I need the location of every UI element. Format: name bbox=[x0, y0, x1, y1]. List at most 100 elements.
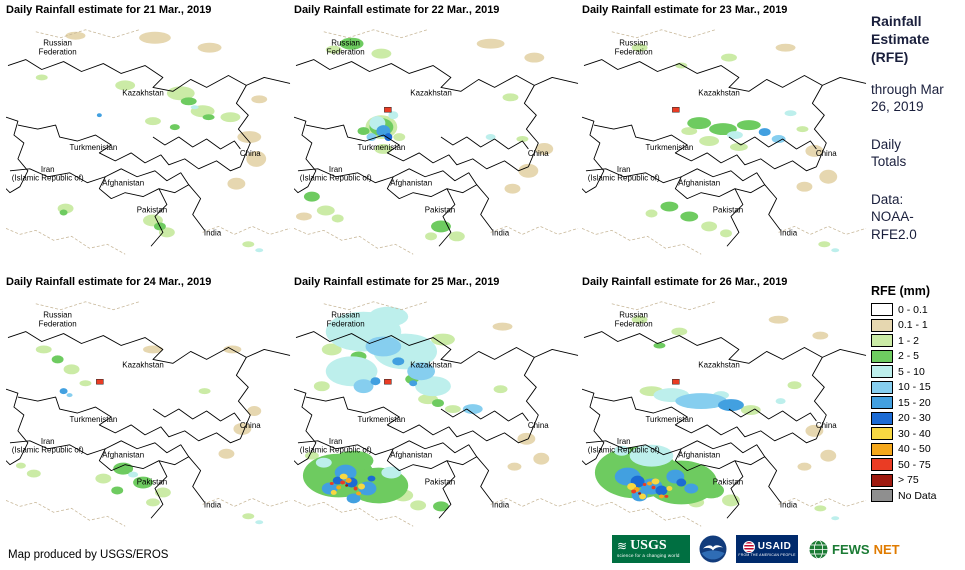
legend-item: 2 - 5 bbox=[871, 349, 937, 363]
legend-label: 15 - 20 bbox=[898, 396, 931, 409]
usaid-emblem-icon bbox=[742, 540, 755, 553]
country-borders bbox=[581, 59, 867, 247]
map-title: Daily Rainfall estimate for 25 Mar., 201… bbox=[294, 276, 500, 288]
country-label: Kazakhstan bbox=[122, 360, 163, 369]
country-borders bbox=[293, 331, 579, 519]
country-label: Turkmenistan bbox=[645, 143, 693, 152]
country-label: Pakistan bbox=[137, 478, 167, 487]
coastlines bbox=[5, 29, 291, 255]
country-label: India bbox=[204, 228, 222, 237]
usgs-logo-icon: ≋ USGS science for a changing world bbox=[612, 535, 690, 563]
country-label: (Islamic Republic of) bbox=[300, 174, 372, 183]
legend-swatch bbox=[871, 318, 893, 332]
country-label: Iran bbox=[329, 165, 343, 174]
country-label: Afghanistan bbox=[678, 179, 720, 188]
country-label: Turkmenistan bbox=[645, 415, 693, 424]
map-canvas: Russian Federation Kazakhstan Turkmenistan I… bbox=[293, 19, 580, 265]
rainfall-raster bbox=[295, 37, 554, 242]
legend-label: 0 - 0.1 bbox=[898, 303, 928, 316]
station-marker bbox=[384, 378, 392, 385]
country-label: Afghanistan bbox=[678, 451, 720, 460]
country-label: India bbox=[204, 500, 222, 509]
map-panel: Daily Rainfall estimate for 24 Mar., 201… bbox=[5, 276, 292, 537]
country-label: China bbox=[240, 149, 261, 158]
legend-swatch bbox=[871, 380, 893, 394]
fews-net-logo-text: NET bbox=[873, 541, 900, 557]
country-label: Pakistan bbox=[137, 206, 167, 215]
station-marker bbox=[384, 106, 392, 113]
map-title: Daily Rainfall estimate for 21 Mar., 201… bbox=[6, 4, 212, 16]
country-label: Pakistan bbox=[425, 478, 455, 487]
usaid-tagline: FROM THE AMERICAN PEOPLE bbox=[738, 552, 796, 557]
country-label: China bbox=[816, 149, 837, 158]
legend-item: 1 - 2 bbox=[871, 334, 937, 347]
legend-label: > 75 bbox=[898, 474, 919, 486]
legend-label: 40 - 50 bbox=[898, 443, 931, 455]
sidebar-through-date: through Mar 26, 2019 bbox=[871, 81, 944, 115]
coastlines bbox=[5, 301, 291, 527]
sidebar-heading: Rainfall Estimate (RFE) bbox=[871, 13, 930, 66]
logo-strip: ≋ USGS science for a changing world USAI… bbox=[612, 535, 902, 563]
rainfall-raster bbox=[594, 315, 840, 521]
country-label: Russian bbox=[331, 311, 360, 320]
info-sidebar: Rainfall Estimate (RFE) through Mar 26, … bbox=[871, 12, 963, 263]
country-label: Afghanistan bbox=[102, 451, 144, 460]
legend-swatch bbox=[871, 458, 893, 471]
legend-item: No Data bbox=[871, 489, 937, 502]
legend-swatch bbox=[871, 427, 893, 440]
legend-swatch bbox=[871, 442, 893, 456]
country-label: Russian bbox=[43, 39, 72, 48]
country-label: Kazakhstan bbox=[410, 88, 451, 97]
usgs-logo-text: USGS bbox=[630, 537, 667, 553]
usaid-logo-icon: USAID FROM THE AMERICAN PEOPLE bbox=[736, 535, 798, 563]
legend-label: 2 - 5 bbox=[898, 350, 920, 362]
country-label: Pakistan bbox=[425, 206, 455, 215]
country-label: Russian bbox=[619, 39, 648, 48]
fews-logo-text: FEWS bbox=[832, 541, 870, 557]
country-label: Kazakhstan bbox=[122, 88, 163, 97]
noaa-logo-icon bbox=[699, 535, 727, 563]
usgs-tagline: science for a changing world bbox=[617, 552, 680, 558]
map-panel: Daily Rainfall estimate for 25 Mar., 201… bbox=[293, 276, 580, 537]
station-marker bbox=[672, 378, 680, 385]
map-panel: Daily Rainfall estimate for 21 Mar., 201… bbox=[5, 4, 292, 265]
country-label: (Islamic Republic of) bbox=[588, 446, 660, 455]
legend-item: 20 - 30 bbox=[871, 411, 937, 425]
legend-swatch bbox=[871, 303, 893, 316]
legend-label: 5 - 10 bbox=[898, 365, 925, 378]
country-label: (Islamic Republic of) bbox=[300, 446, 372, 455]
country-label: India bbox=[780, 228, 798, 237]
country-label: India bbox=[492, 228, 510, 237]
coastlines bbox=[581, 29, 867, 255]
country-label: Iran bbox=[617, 437, 631, 446]
map-title: Daily Rainfall estimate for 22 Mar., 201… bbox=[294, 4, 500, 16]
rfe-legend: RFE (mm) 0 - 0.1 0.1 - 1 1 - 2 2 - 5 5 - 10 1… bbox=[871, 284, 937, 505]
country-label: Turkmenistan bbox=[357, 143, 405, 152]
country-label: Russian bbox=[43, 311, 72, 320]
legend-item: 0 - 0.1 bbox=[871, 303, 937, 316]
country-label: Federation bbox=[615, 48, 653, 57]
legend-item: 50 - 75 bbox=[871, 458, 937, 471]
country-label: Russian bbox=[331, 39, 360, 48]
map-canvas: Russian Federation Kazakhstan Turkmenistan I… bbox=[581, 19, 868, 265]
fews-globe-icon bbox=[809, 539, 828, 559]
country-label: Iran bbox=[617, 165, 631, 174]
legend-label: 50 - 75 bbox=[898, 458, 931, 471]
country-label: India bbox=[492, 500, 510, 509]
country-borders bbox=[581, 331, 867, 519]
legend-label: 1 - 2 bbox=[898, 334, 920, 347]
legend-items: 0 - 0.1 0.1 - 1 1 - 2 2 - 5 5 - 10 10 - 15 15 … bbox=[871, 303, 937, 502]
map-panel: Daily Rainfall estimate for 22 Mar., 201… bbox=[293, 4, 580, 265]
station-marker bbox=[96, 378, 104, 385]
fewsnet-logo-icon: FEWS NET bbox=[807, 535, 902, 563]
country-label: Iran bbox=[41, 437, 55, 446]
map-canvas: Russian Federation Kazakhstan Turkmenistan I… bbox=[5, 19, 292, 265]
legend-swatch bbox=[871, 365, 893, 378]
usgs-wave-icon: ≋ bbox=[617, 538, 628, 553]
country-label: China bbox=[528, 149, 549, 158]
country-label: Russian bbox=[619, 311, 648, 320]
legend-item: 30 - 40 bbox=[871, 427, 937, 440]
